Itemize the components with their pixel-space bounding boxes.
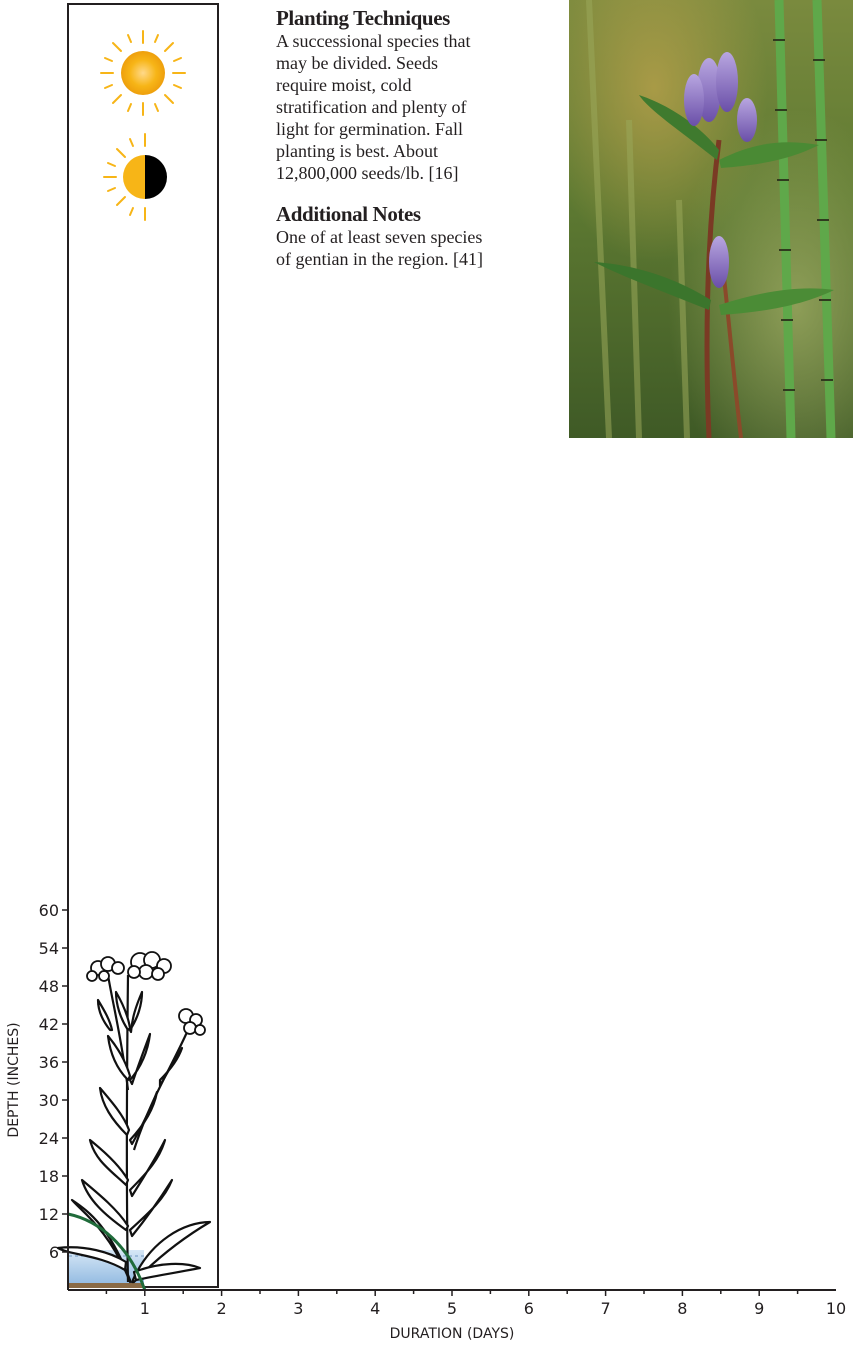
planting-techniques-text: A successional species that may be divid…	[276, 30, 556, 184]
text-column: Planting Techniques A successional speci…	[276, 6, 556, 270]
text-line: may be divided. Seeds	[276, 53, 438, 73]
y-tick-label: 24	[39, 1129, 59, 1148]
partial-sun-icon	[103, 133, 167, 221]
text-line: stratification and plenty of	[276, 97, 467, 117]
text-line: light for germination. Fall	[276, 119, 463, 139]
additional-notes-text: One of at least seven species of gentian…	[276, 226, 556, 270]
y-ticks: 6 12 18 24 30 36 42 48 54 60	[39, 901, 68, 1262]
y-tick-label: 18	[39, 1167, 59, 1186]
additional-notes-heading: Additional Notes	[276, 202, 421, 226]
text-line: of gentian in the region. [41]	[276, 249, 483, 269]
x-tick-label: 4	[370, 1299, 380, 1318]
y-tick-label: 30	[39, 1091, 59, 1110]
x-axis-title: DURATION (DAYS)	[390, 1326, 515, 1342]
y-tick-label: 42	[39, 1015, 59, 1034]
x-tick-label: 1	[140, 1299, 150, 1318]
x-tick-label: 6	[524, 1299, 534, 1318]
y-tick-label: 12	[39, 1205, 59, 1224]
x-tick-label: 7	[601, 1299, 611, 1318]
text-line: require moist, cold	[276, 75, 412, 95]
x-tick-label: 10	[826, 1299, 846, 1318]
text-line: 12,800,000 seeds/lb. [16]	[276, 163, 459, 183]
x-tick-label: 2	[217, 1299, 227, 1318]
x-tick-label: 5	[447, 1299, 457, 1318]
y-axis-title: DEPTH (INCHES)	[6, 1022, 22, 1137]
text-line: One of at least seven species	[276, 227, 483, 247]
x-tick-label: 3	[293, 1299, 303, 1318]
x-tick-label: 8	[677, 1299, 687, 1318]
tolerance-curve	[67, 1212, 147, 1291]
text-line: planting is best. About	[276, 141, 438, 161]
text-line: A successional species that	[276, 31, 471, 51]
additional-notes-section: Additional Notes One of at least seven s…	[276, 202, 556, 270]
y-tick-label: 60	[39, 901, 59, 920]
x-tick-label: 9	[754, 1299, 764, 1318]
y-tick-label: 48	[39, 977, 59, 996]
gentian-photo	[569, 0, 853, 438]
y-tick-label: 54	[39, 939, 59, 958]
soil-strip	[69, 1283, 144, 1288]
y-tick-label: 6	[49, 1243, 59, 1262]
plant-illustration	[56, 951, 212, 1284]
planting-techniques-heading: Planting Techniques	[276, 6, 450, 30]
y-tick-label: 36	[39, 1053, 59, 1072]
full-sun-icon	[100, 30, 186, 116]
x-ticks: 1 2 3 4 5 6 7 8 9 10	[105, 1290, 846, 1318]
